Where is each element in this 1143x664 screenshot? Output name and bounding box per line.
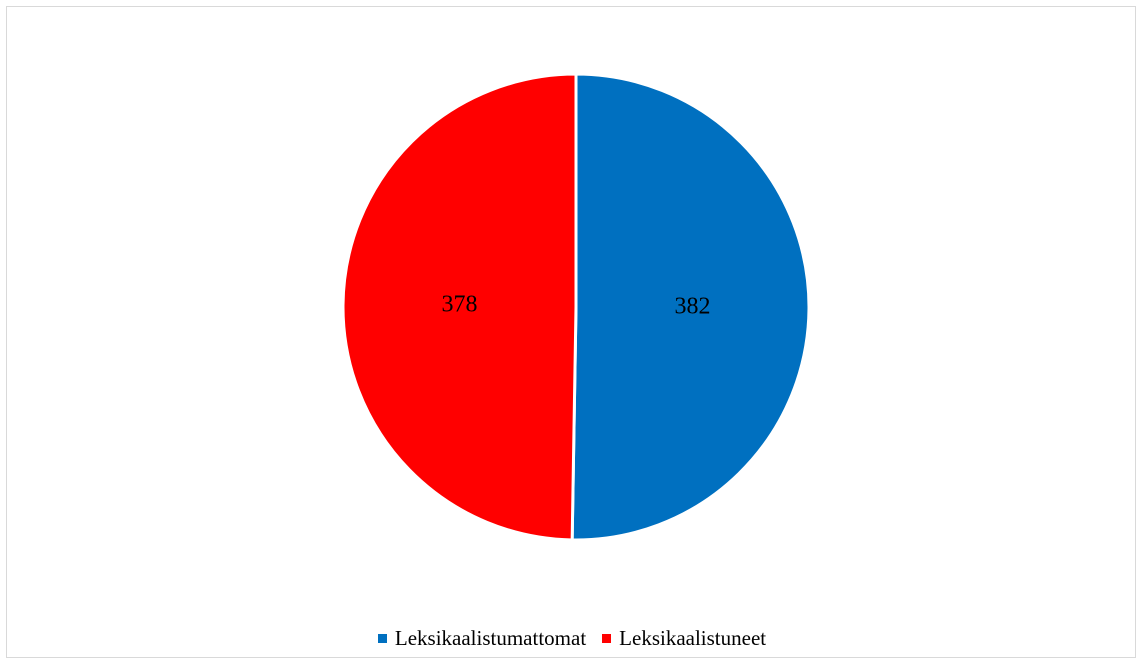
chart-area: 382 378 Leksikaalistumattomat Leksikaalis… [6,6,1136,658]
chart-legend: Leksikaalistumattomat Leksikaalistuneet [7,626,1137,651]
pie-slice-leksikaalistuneet [341,72,578,542]
data-label-leksikaalistumattomat: 382 [674,293,710,319]
data-label-leksikaalistuneet: 378 [442,292,478,318]
legend-swatch-icon [377,634,387,643]
legend-label: Leksikaalistumattomat [394,626,587,650]
pie-slice-leksikaalistumattomat [570,72,811,542]
legend-item-leksikaalistuneet: Leksikaalistuneet [602,626,766,651]
pie-chart: 382 378 [341,72,811,542]
legend-label: Leksikaalistuneet [619,626,767,650]
legend-swatch-icon [602,634,612,643]
legend-item-leksikaalistumattomat: Leksikaalistumattomat [377,626,587,651]
